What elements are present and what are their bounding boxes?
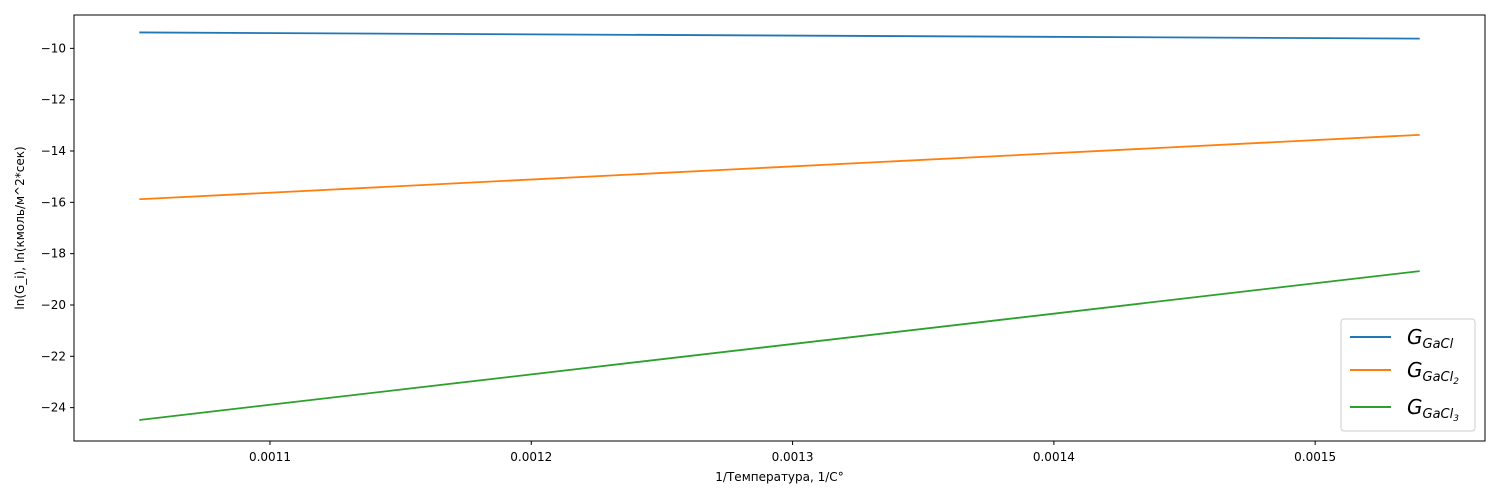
legend-label-gacl: GGaCl [1407, 325, 1454, 352]
legend: GGaCl GGaCl2 GGaCl3 [1340, 318, 1476, 432]
y-tick-label: −14 [41, 144, 66, 158]
legend-label-gacl2: GGaCl2 [1407, 358, 1459, 387]
x-tick-label: 0.0014 [1033, 450, 1075, 464]
y-axis-label: ln(G_i), ln(кмоль/м^2*сек) [13, 146, 27, 309]
series-line-gacl [139, 31, 1420, 40]
x-tick-label: 0.0015 [1294, 450, 1336, 464]
y-tick-label: −22 [41, 349, 66, 363]
x-tick-label: 0.0011 [249, 450, 291, 464]
x-tick-label: 0.0012 [510, 450, 552, 464]
y-tick-label: −24 [41, 401, 66, 415]
y-tick-label: −12 [41, 93, 66, 107]
y-axis-ticks: −24 −22 −20 −18 −16 −14 −12 −10 [41, 41, 74, 415]
y-tick-label: −16 [41, 195, 66, 209]
y-tick-label: −20 [41, 298, 66, 312]
plot-area [139, 31, 1420, 421]
y-tick-label: −18 [41, 247, 66, 261]
series-line-gacl2 [139, 133, 1420, 201]
x-axis-ticks: 0.0011 0.0012 0.0013 0.0014 0.0015 [249, 441, 1336, 464]
x-axis-label: 1/Температура, 1/C° [715, 470, 843, 484]
series-line-gacl3 [139, 270, 1420, 421]
y-tick-label: −10 [41, 41, 66, 55]
legend-box [1340, 318, 1476, 432]
legend-label-gacl3: GGaCl3 [1407, 395, 1459, 424]
x-tick-label: 0.0013 [772, 450, 814, 464]
axes-frame [73, 14, 1486, 442]
